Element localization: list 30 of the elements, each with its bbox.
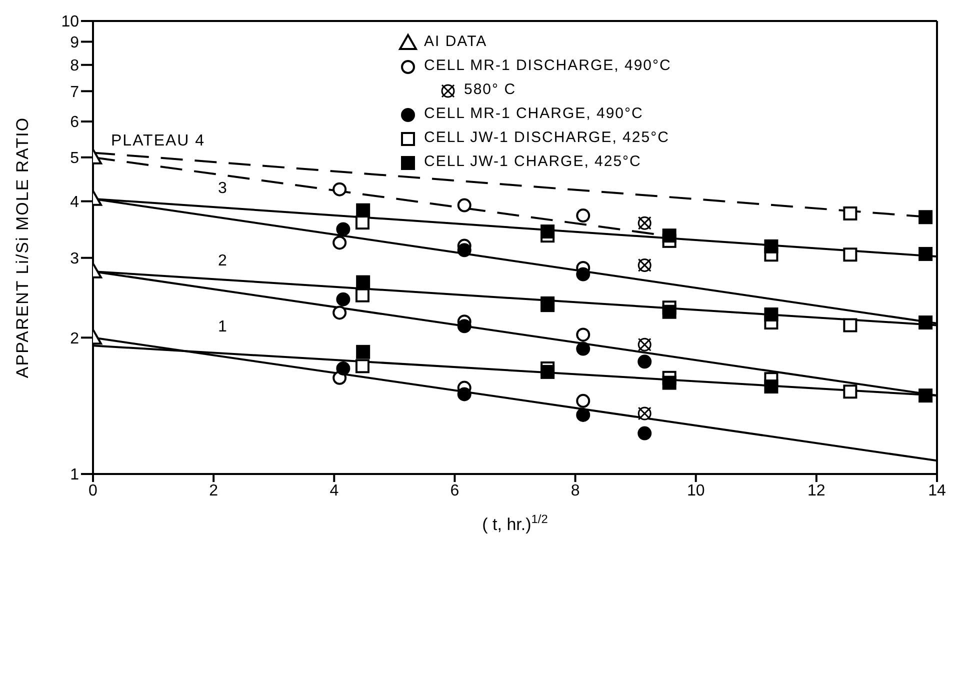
y-axis-title: APPARENT Li/Si MOLE RATIO bbox=[13, 116, 32, 378]
y-tick-label: 7 bbox=[70, 84, 80, 101]
y-tick-label: 3 bbox=[70, 250, 80, 268]
legend-label: CELL MR-1 DISCHARGE, 490°C bbox=[424, 56, 672, 76]
y-tick-label: 5 bbox=[70, 150, 80, 168]
annotation: PLATEAU 4 bbox=[111, 132, 206, 150]
x-tick-label: 0 bbox=[88, 482, 98, 500]
x-tick-label: 10 bbox=[686, 482, 705, 500]
x-tick-label: 14 bbox=[928, 482, 946, 500]
annotation: 3 bbox=[218, 180, 228, 197]
x-axis-title: ( t, hr.)$^{1/2}$ bbox=[482, 512, 548, 534]
annotation: 1 bbox=[218, 318, 228, 336]
y-tick-label: 2 bbox=[70, 330, 80, 348]
y-tick-label: 1 bbox=[70, 466, 80, 484]
legend-label: AI DATA bbox=[424, 32, 488, 52]
legend-label: CELL MR-1 CHARGE, 490°C bbox=[424, 104, 644, 124]
legend-label: CELL JW-1 DISCHARGE, 425°C bbox=[424, 128, 670, 148]
x-tick-label: 8 bbox=[570, 482, 580, 500]
legend-label: CELL JW-1 CHARGE, 425°C bbox=[424, 152, 642, 172]
x-tick-label: 6 bbox=[450, 482, 460, 500]
y-tick-label: 4 bbox=[70, 194, 80, 211]
y-tick-label: 6 bbox=[70, 114, 80, 132]
y-tick-label: 10 bbox=[61, 14, 80, 31]
y-tick-label: 8 bbox=[70, 58, 80, 75]
annotation: 2 bbox=[218, 252, 228, 270]
x-tick-label: 2 bbox=[209, 482, 218, 500]
y-tick-label: 9 bbox=[70, 34, 80, 52]
x-tick-label: 12 bbox=[808, 482, 826, 500]
x-tick-label: 4 bbox=[330, 482, 339, 500]
legend-label: 580° C bbox=[464, 80, 516, 100]
